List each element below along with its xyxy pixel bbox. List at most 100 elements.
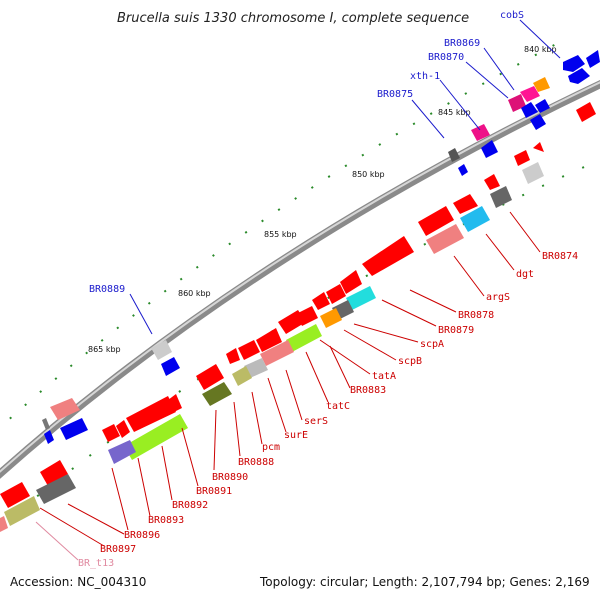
gene-label[interactable]: BR0892 [172,500,208,511]
gene-arrow[interactable] [296,306,318,326]
gene-label[interactable]: serS [304,416,328,427]
gene-arrow[interactable] [44,430,54,444]
gene-arrow[interactable] [418,206,454,236]
gene-arrow[interactable] [514,150,530,166]
leader-line [329,345,351,389]
gene-label[interactable]: BR0869 [444,38,480,49]
gene-arrow[interactable] [60,418,88,440]
gene-arrow[interactable] [530,114,546,130]
gene-arrow[interactable] [568,68,590,84]
gene-arrow[interactable] [260,340,294,366]
gene-arrow[interactable] [426,224,464,254]
gene-label[interactable]: surE [284,430,308,441]
gene-arrow[interactable] [535,99,550,113]
gene-arrow[interactable] [326,284,346,304]
gene-arrow[interactable] [36,474,76,504]
gene-arrow[interactable] [362,236,414,276]
gene-label[interactable]: BR0879 [438,325,474,336]
gene-label[interactable]: BR0874 [542,251,578,262]
tick-label-855: 855 kbp [264,230,297,239]
gene-arrow[interactable] [460,206,490,232]
gene-arrow[interactable] [0,516,8,532]
gene-arrow[interactable] [4,496,40,526]
gene-label[interactable]: pcm [262,442,280,453]
gene-arrow[interactable] [563,55,585,72]
gene-label[interactable]: BR0893 [148,515,184,526]
gene-arrow[interactable] [202,382,232,406]
gene-arrow[interactable] [40,460,68,486]
gene-label[interactable]: cobS [500,10,524,21]
gene-arrow[interactable] [226,348,240,364]
gene-label[interactable]: BR0889 [89,284,125,295]
accession-label: Accession: NC_004310 [10,575,147,589]
gene-arrow[interactable] [521,102,538,118]
leader-line [319,339,371,375]
gene-arrow[interactable] [586,50,600,68]
leader-line [409,289,457,313]
tick-label-850: 850 kbp [352,170,385,179]
gene-label[interactable]: BR0897 [100,544,136,555]
gene-label[interactable]: scpB [398,356,422,367]
leader-line [343,329,397,361]
gene-arrow[interactable] [42,418,50,430]
gene-label[interactable]: xth-1 [410,71,440,82]
gene-arrow[interactable] [312,292,330,310]
gene-arrow[interactable] [508,94,526,112]
map-title: Brucella suis 1330 chromosome I, complet… [117,11,469,26]
gene-arrow[interactable] [168,394,182,412]
gene-arrow[interactable] [286,324,322,352]
gene-label[interactable]: BR0870 [428,52,464,63]
gene-arrow[interactable] [490,186,512,208]
gene-label[interactable]: scpA [420,339,444,350]
gene-label[interactable]: BR0890 [212,472,248,483]
gene-label[interactable]: argS [486,292,510,303]
gene-arrow[interactable] [320,308,342,328]
gene-arrow[interactable] [520,86,540,102]
tick-label-840: 840 kbp [524,45,557,54]
blue-gene-labels: cobS BR0869 BR0870 xth-1 BR0875 BR0889 [89,10,524,295]
gene-arrow[interactable] [161,357,180,376]
gene-label[interactable]: BR_t13 [78,558,114,569]
leader-line [35,521,79,561]
gene-label[interactable]: tatA [372,371,396,382]
gene-arrow[interactable] [448,148,460,162]
gene-arrow[interactable] [0,482,30,508]
gene-label[interactable]: BR0891 [196,486,232,497]
gene-arrow[interactable] [533,142,544,152]
gene-arrow[interactable] [238,340,260,360]
gene-arrow[interactable] [484,174,500,190]
gene-arrow[interactable] [256,328,282,352]
gene-arrow[interactable] [244,358,268,378]
gene-label[interactable]: BR0888 [238,457,274,468]
gene-arrow[interactable] [576,102,596,122]
gene-arrow[interactable] [108,440,136,464]
gene-arrow[interactable] [232,366,252,386]
gene-arrow[interactable] [522,162,544,184]
gene-arrow[interactable] [50,398,80,420]
leader-line [129,293,153,335]
gene-arrow[interactable] [533,77,550,92]
leader-line [285,369,303,421]
gene-arrow[interactable] [346,286,376,310]
leader-line [353,323,419,343]
gene-arrow[interactable] [102,424,120,442]
gene-label[interactable]: BR0878 [458,310,494,321]
gene-arrow[interactable] [151,340,172,360]
gene-arrow[interactable] [116,420,130,438]
gene-label[interactable]: BR0875 [377,89,413,100]
gene-label[interactable]: BR0883 [350,385,386,396]
gene-label[interactable]: tatC [326,401,350,412]
gene-arrow[interactable] [340,270,362,294]
gene-arrow[interactable] [481,140,498,158]
gene-arrow[interactable] [453,194,478,214]
leader-line [181,427,199,487]
gene-arrow[interactable] [196,364,224,390]
gene-arrow[interactable] [126,396,176,432]
gene-label[interactable]: dgt [516,269,534,280]
gene-label[interactable]: BR0896 [124,530,160,541]
gene-arrow[interactable] [124,414,188,460]
gene-arrow[interactable] [471,124,490,141]
gene-arrow[interactable] [458,164,468,176]
leader-line [483,47,515,91]
